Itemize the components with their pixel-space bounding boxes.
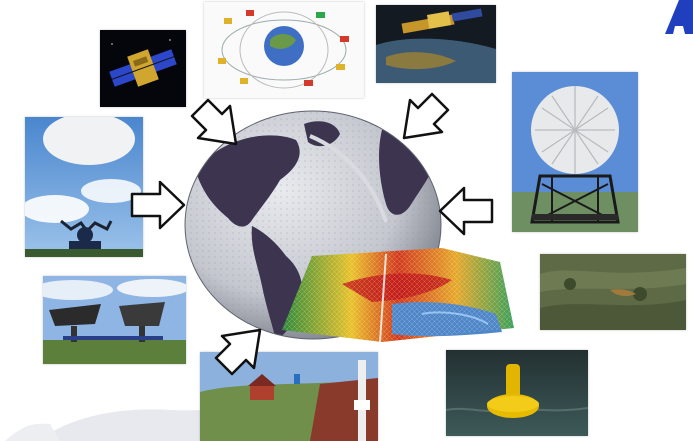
radome-icon xyxy=(512,72,638,232)
aerial-photo-icon xyxy=(540,254,686,330)
weather-station-icon xyxy=(200,352,378,441)
ocean-buoy-photo xyxy=(446,350,588,436)
radio-telescopes-photo xyxy=(43,276,186,364)
orbit-diagram-icon xyxy=(204,2,364,98)
arrow-icon xyxy=(438,186,494,236)
satellite-icon xyxy=(376,5,496,83)
terrain-model-icon xyxy=(282,248,514,343)
weather-balloon-photo xyxy=(25,117,143,257)
aerial-landscape-photo xyxy=(540,254,686,330)
surface-station-photo xyxy=(200,352,378,441)
satellite-icon xyxy=(100,30,186,107)
buoy-icon xyxy=(446,350,588,436)
arrow-icon xyxy=(130,180,186,230)
arrow-icon xyxy=(214,328,262,376)
satellite-polar-photo xyxy=(100,30,186,107)
satellite-orbits-diagram-photo xyxy=(204,2,364,98)
logo-fragment-icon xyxy=(665,0,693,34)
arrow-icon xyxy=(402,92,450,140)
arrow-icon xyxy=(190,98,238,146)
radar-dome-photo xyxy=(512,72,638,232)
satellite-over-earth-photo xyxy=(376,5,496,83)
balloon-icon xyxy=(25,117,143,257)
antenna-icon xyxy=(43,276,186,364)
